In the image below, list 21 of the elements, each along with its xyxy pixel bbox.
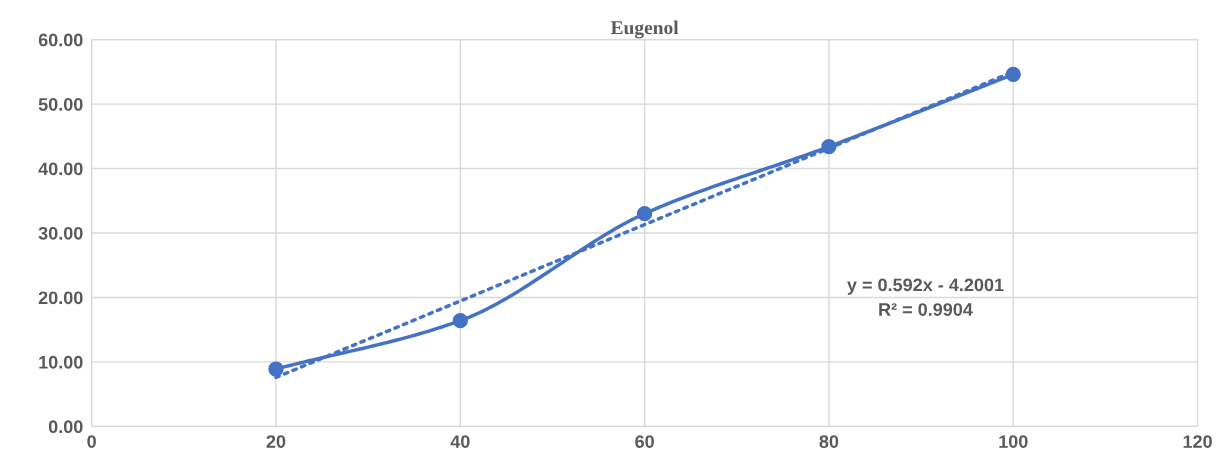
y-tick-label: 10.00: [39, 355, 83, 369]
y-tick-label: 0.00: [48, 420, 83, 434]
x-tick-label: 120: [1183, 435, 1212, 448]
chart-title: Eugenol: [610, 20, 679, 39]
x-tick-label: 80: [819, 435, 839, 448]
x-tick-label: 100: [999, 435, 1028, 448]
point: [821, 138, 837, 155]
y-tick-label: 50.00: [38, 98, 83, 111]
annotation: y = 0.592x - 4.2001 R² = 0.9904: [847, 278, 1004, 316]
y-tick-label: 60.00: [38, 33, 83, 47]
point: [1005, 66, 1021, 83]
y-tick-label: 30.00: [38, 226, 83, 240]
x-tick-label: 40: [450, 435, 470, 448]
point: [268, 361, 284, 377]
x-tick-label: 60: [635, 435, 654, 448]
x-tick-label: 20: [266, 435, 286, 448]
point: [452, 313, 468, 329]
y-tick-label: 40.00: [38, 162, 83, 176]
y-tick-label: 20.00: [38, 291, 83, 305]
x-tick-label: 0: [87, 435, 96, 448]
point: [636, 206, 653, 222]
